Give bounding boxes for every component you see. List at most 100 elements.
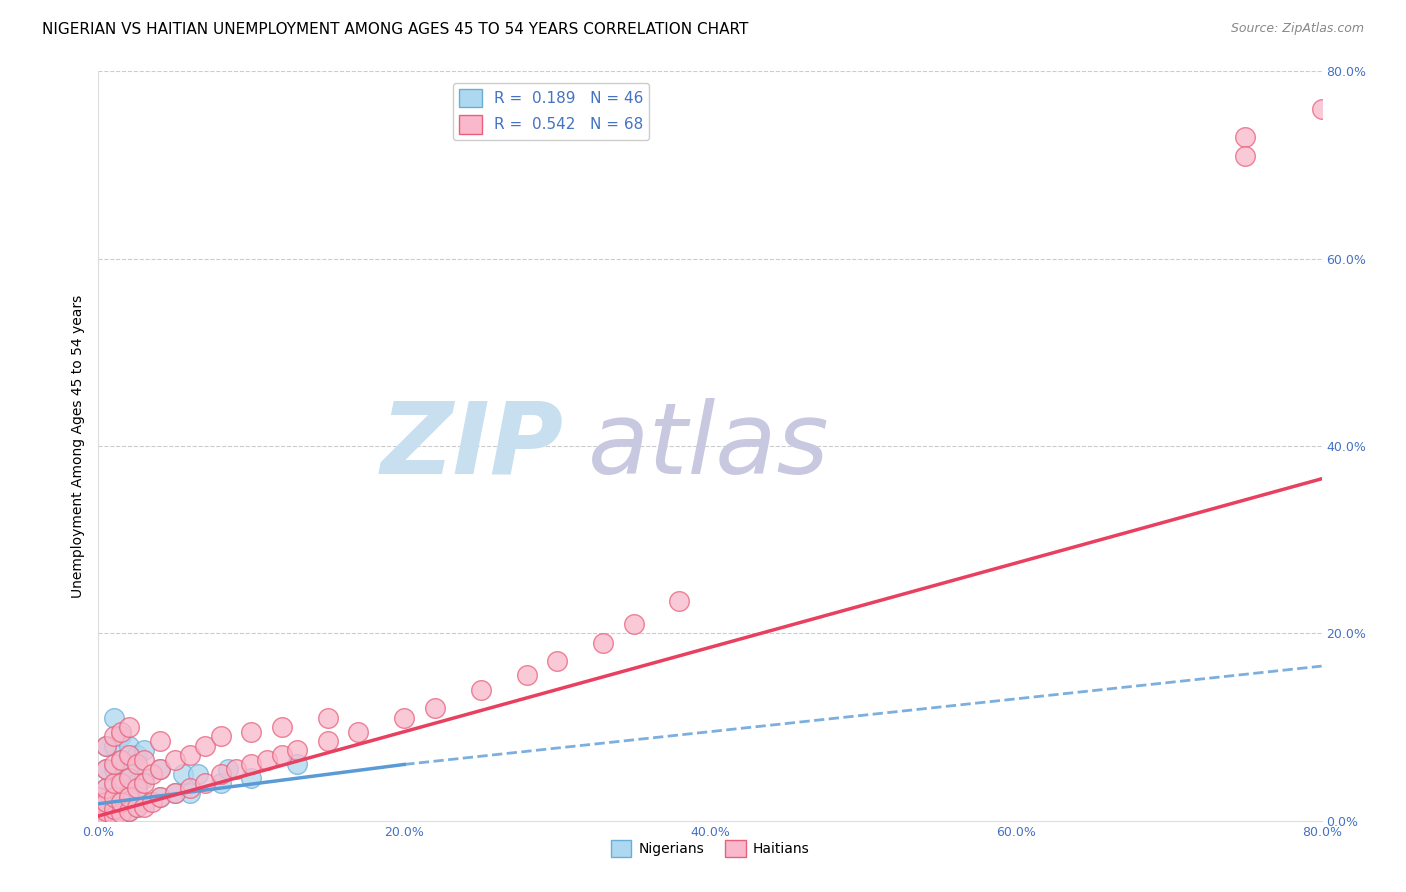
Point <box>118 747 141 762</box>
Point <box>240 757 263 772</box>
Point <box>1310 102 1333 116</box>
Point <box>110 790 132 805</box>
Point <box>163 753 186 767</box>
Point <box>103 780 125 795</box>
Point <box>118 805 141 819</box>
Point <box>118 772 141 786</box>
Point <box>103 730 125 744</box>
Text: ZIP: ZIP <box>380 398 564 494</box>
Point <box>87 807 110 822</box>
Y-axis label: Unemployment Among Ages 45 to 54 years: Unemployment Among Ages 45 to 54 years <box>72 294 86 598</box>
Point <box>87 809 110 823</box>
Point <box>172 767 194 781</box>
Point <box>110 753 132 767</box>
Point <box>110 805 132 819</box>
Point <box>118 767 141 781</box>
Point <box>87 814 110 828</box>
Point <box>103 809 125 823</box>
Point <box>103 805 125 819</box>
Point <box>209 776 232 790</box>
Point <box>118 739 141 753</box>
Point <box>149 790 172 805</box>
Point <box>1234 149 1257 163</box>
Point <box>623 617 645 632</box>
Point <box>149 734 172 748</box>
Point <box>94 780 117 795</box>
Point <box>103 710 125 724</box>
Point <box>392 710 416 724</box>
Point <box>87 805 110 819</box>
Point <box>103 776 125 790</box>
Point <box>110 795 132 809</box>
Point <box>87 811 110 825</box>
Point <box>110 730 132 744</box>
Point <box>141 795 163 809</box>
Point <box>118 786 141 800</box>
Point <box>125 799 148 814</box>
Point <box>94 762 117 776</box>
Point <box>103 762 125 776</box>
Point <box>94 795 117 809</box>
Point <box>240 772 263 786</box>
Point <box>87 814 110 828</box>
Point <box>194 739 217 753</box>
Point <box>194 776 217 790</box>
Point <box>134 753 156 767</box>
Point <box>125 747 148 762</box>
Point <box>149 762 172 776</box>
Point <box>546 655 568 669</box>
Point <box>187 767 209 781</box>
Point <box>94 739 117 753</box>
Legend: Nigerians, Haitians: Nigerians, Haitians <box>605 834 815 863</box>
Point <box>118 720 141 734</box>
Point <box>1234 130 1257 145</box>
Point <box>285 743 308 757</box>
Point <box>134 772 156 786</box>
Point <box>316 734 339 748</box>
Point <box>668 593 690 607</box>
Point <box>149 790 172 805</box>
Point <box>103 790 125 805</box>
Point <box>94 811 117 825</box>
Point <box>94 805 117 819</box>
Point <box>87 812 110 826</box>
Text: atlas: atlas <box>588 398 830 494</box>
Point <box>110 776 132 790</box>
Point <box>592 635 614 649</box>
Point <box>209 767 232 781</box>
Point <box>103 809 125 823</box>
Point <box>134 795 156 809</box>
Point <box>179 780 201 795</box>
Point <box>94 795 117 809</box>
Point <box>118 790 141 805</box>
Point <box>94 805 117 819</box>
Point <box>423 701 446 715</box>
Point <box>179 786 201 800</box>
Point <box>179 747 201 762</box>
Point <box>270 720 292 734</box>
Point <box>125 780 148 795</box>
Point <box>87 790 110 805</box>
Point <box>316 710 339 724</box>
Point <box>125 799 148 814</box>
Point <box>125 776 148 790</box>
Point <box>110 772 132 786</box>
Point <box>149 762 172 776</box>
Point <box>516 668 538 682</box>
Point <box>240 724 263 739</box>
Point <box>87 797 110 811</box>
Point <box>103 739 125 753</box>
Point <box>87 790 110 805</box>
Point <box>217 762 239 776</box>
Point <box>103 802 125 816</box>
Point <box>103 795 125 809</box>
Text: NIGERIAN VS HAITIAN UNEMPLOYMENT AMONG AGES 45 TO 54 YEARS CORRELATION CHART: NIGERIAN VS HAITIAN UNEMPLOYMENT AMONG A… <box>42 22 748 37</box>
Point <box>256 753 278 767</box>
Point <box>134 776 156 790</box>
Point <box>87 806 110 821</box>
Point <box>87 795 110 809</box>
Point <box>163 786 186 800</box>
Point <box>87 802 110 816</box>
Point <box>209 730 232 744</box>
Point <box>347 724 370 739</box>
